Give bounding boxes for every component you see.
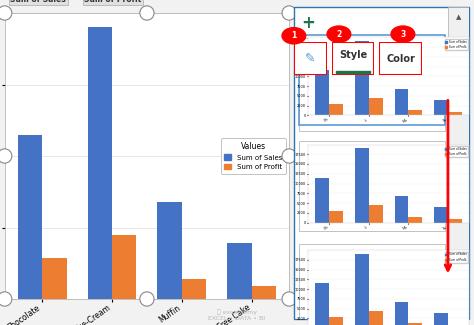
Bar xyxy=(315,178,329,223)
Bar xyxy=(315,71,329,115)
Text: Sum of Sales: Sum of Sales xyxy=(10,0,66,4)
Circle shape xyxy=(0,292,12,306)
Bar xyxy=(369,311,383,325)
Text: 3: 3 xyxy=(400,30,406,39)
Bar xyxy=(448,219,462,223)
Bar xyxy=(112,235,137,299)
Bar xyxy=(434,207,448,223)
Bar xyxy=(409,217,422,223)
Circle shape xyxy=(0,6,12,20)
Bar xyxy=(355,41,369,115)
Text: ▼: ▼ xyxy=(456,305,461,311)
Bar xyxy=(355,254,369,325)
Bar xyxy=(395,89,409,115)
Circle shape xyxy=(140,6,154,20)
Text: Style: Style xyxy=(339,50,367,60)
Legend: Sum of Sales, Sum of Profit: Sum of Sales, Sum of Profit xyxy=(445,39,468,50)
Bar xyxy=(448,112,462,115)
Legend: Sum of Sales, Sum of Profit: Sum of Sales, Sum of Profit xyxy=(445,252,468,263)
Bar xyxy=(18,135,42,299)
Bar xyxy=(252,286,276,299)
Text: Sum of Profit: Sum of Profit xyxy=(84,0,142,4)
Bar xyxy=(182,279,206,299)
Legend: Sum of Sales, Sum of Profit: Sum of Sales, Sum of Profit xyxy=(445,146,468,157)
Text: Color: Color xyxy=(386,54,415,63)
Bar xyxy=(88,27,112,299)
Bar xyxy=(369,205,383,223)
Bar xyxy=(299,141,445,231)
Legend: Sum of Sales, Sum of Profit: Sum of Sales, Sum of Profit xyxy=(221,138,286,174)
Circle shape xyxy=(282,149,296,163)
Text: ▲: ▲ xyxy=(456,14,461,20)
Text: 🏠 exceldemy
EXCEL • DATA • BI: 🏠 exceldemy EXCEL • DATA • BI xyxy=(209,309,265,321)
Bar xyxy=(157,202,182,299)
Bar xyxy=(42,257,66,299)
Bar xyxy=(329,211,343,223)
Bar xyxy=(434,100,448,115)
Circle shape xyxy=(0,149,12,163)
Circle shape xyxy=(282,292,296,306)
Bar xyxy=(299,38,445,131)
Bar xyxy=(369,98,383,115)
Text: 1: 1 xyxy=(291,31,297,40)
Text: ✎: ✎ xyxy=(305,52,316,65)
Bar xyxy=(395,302,409,325)
Bar xyxy=(448,6,469,318)
Bar xyxy=(329,104,343,115)
Bar xyxy=(299,244,445,325)
Circle shape xyxy=(140,292,154,306)
Circle shape xyxy=(282,6,296,20)
Bar xyxy=(336,71,370,73)
Bar xyxy=(315,283,329,325)
Bar xyxy=(228,243,252,299)
Text: 2: 2 xyxy=(336,30,342,39)
Text: +: + xyxy=(301,14,315,32)
Bar xyxy=(409,323,422,325)
Bar xyxy=(355,148,369,223)
Bar xyxy=(434,313,448,325)
Bar xyxy=(395,196,409,223)
Bar xyxy=(409,110,422,115)
Bar xyxy=(329,317,343,325)
FancyBboxPatch shape xyxy=(294,6,469,318)
